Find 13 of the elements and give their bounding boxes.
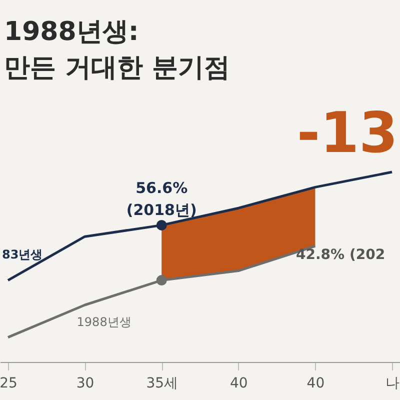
x-tick-label: 40 (306, 376, 325, 392)
x-tick-label: 30 (76, 376, 94, 392)
x-tick-label: 나 (386, 376, 400, 392)
annotation: 42.8% (202 (296, 247, 386, 263)
series-label: 83년생 (2, 247, 43, 262)
x-tick-label: 25 (0, 376, 18, 392)
x-tick-label: 40 (230, 376, 248, 392)
annotation: 56.6% (2018년) (126, 179, 197, 220)
text: -13 (296, 101, 398, 166)
chart-title: 1988년생: (4, 17, 139, 47)
x-tick-label: 35세 (146, 376, 178, 392)
series-label: 1988년생 (76, 315, 132, 329)
chart-subtitle: 만든 거대한 분기점 (4, 53, 230, 83)
